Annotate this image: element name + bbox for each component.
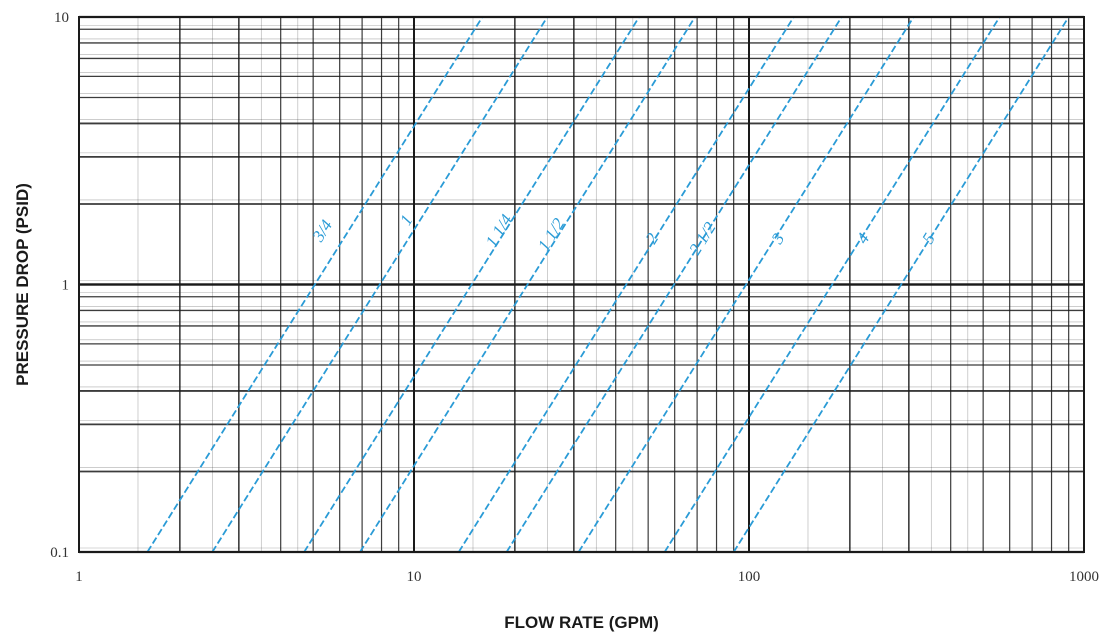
- series-line-5: [505, 16, 843, 553]
- series-line-3: [359, 16, 696, 553]
- y-tick-label-2: 10: [54, 10, 69, 26]
- x-tick-label-0: 1: [75, 569, 83, 585]
- series-label-5: 2 1/2: [685, 218, 720, 258]
- series-label-8: 5: [918, 230, 939, 247]
- y-axis-title: PRESSURE DROP (PSID): [13, 183, 32, 386]
- series-label-3: 1 1/2: [534, 214, 569, 254]
- x-tick-label-3: 1000: [1069, 569, 1099, 585]
- series-line-7: [663, 16, 1001, 553]
- series-line-6: [577, 16, 915, 553]
- x-tick-label-1: 10: [407, 569, 422, 585]
- series-line-2: [303, 16, 640, 553]
- grid: [78, 15, 1085, 554]
- series-labels: 3/4 1 1 1/4 1 1/2 2 2 1/2 3 4 5: [308, 211, 939, 258]
- series-line-8: [732, 16, 1070, 553]
- y-tick-label-1: 1: [62, 278, 70, 294]
- tick-labels: 1 10 100 1000 0.1 1 10: [50, 10, 1099, 585]
- x-axis-title: FLOW RATE (GPM): [504, 613, 659, 632]
- series-line-1: [211, 16, 549, 553]
- plot-frame: [78, 16, 1085, 553]
- y-tick-label-0: 0.1: [50, 545, 69, 561]
- x-tick-label-2: 100: [738, 569, 761, 585]
- series-label-4: 2: [642, 229, 663, 247]
- series-label-2: 1 1/4: [482, 211, 517, 251]
- series-line-0: [146, 16, 484, 553]
- series-label-7: 4: [853, 229, 874, 247]
- series-lines: [146, 16, 1070, 553]
- series-label-0: 3/4: [308, 216, 336, 246]
- series-line-4: [457, 16, 795, 553]
